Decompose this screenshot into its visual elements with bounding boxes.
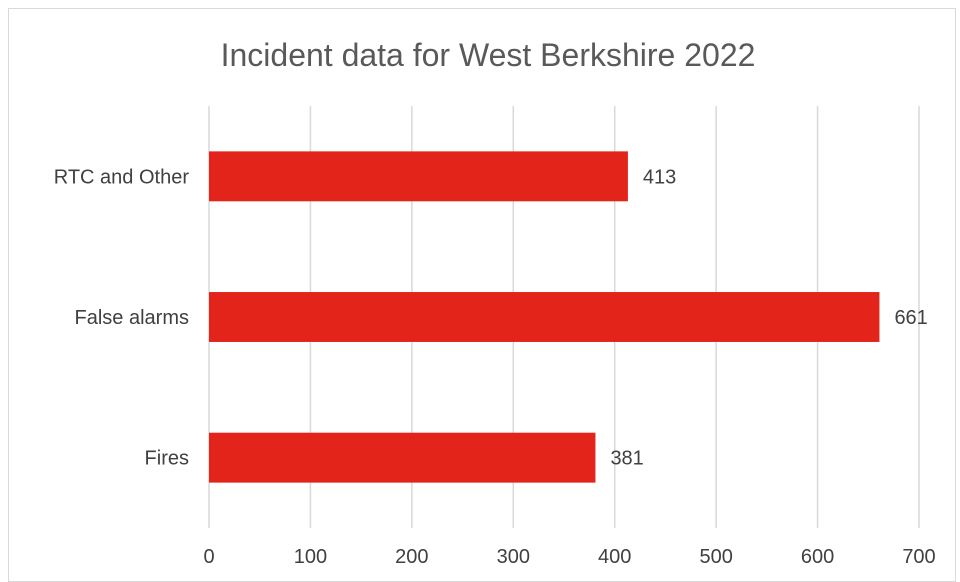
bar — [209, 292, 880, 342]
category-label: RTC and Other — [54, 166, 190, 188]
x-tick-label: 400 — [598, 546, 631, 568]
data-labels: 413 661 381 — [610, 166, 927, 469]
x-tick-label: 500 — [699, 546, 732, 568]
category-label: Fires — [145, 448, 189, 470]
x-tick-label: 100 — [294, 546, 327, 568]
chart-title: Incident data for West Berkshire 2022 — [221, 37, 756, 73]
category-label: False alarms — [75, 307, 189, 329]
data-label: 413 — [643, 166, 676, 188]
bar — [209, 151, 628, 202]
x-tick-label: 200 — [395, 546, 428, 568]
x-tick-label: 600 — [801, 546, 834, 568]
x-tick-label: 0 — [203, 546, 214, 568]
data-label: 661 — [894, 307, 927, 329]
x-tick-label: 300 — [497, 546, 530, 568]
bar — [209, 432, 596, 483]
x-axis-tick-labels: 0 100 200 300 400 500 600 700 — [203, 546, 935, 568]
data-label: 381 — [610, 448, 643, 470]
category-labels: RTC and Other False alarms Fires — [54, 166, 190, 469]
x-tick-label: 700 — [902, 546, 935, 568]
bars — [209, 151, 880, 483]
